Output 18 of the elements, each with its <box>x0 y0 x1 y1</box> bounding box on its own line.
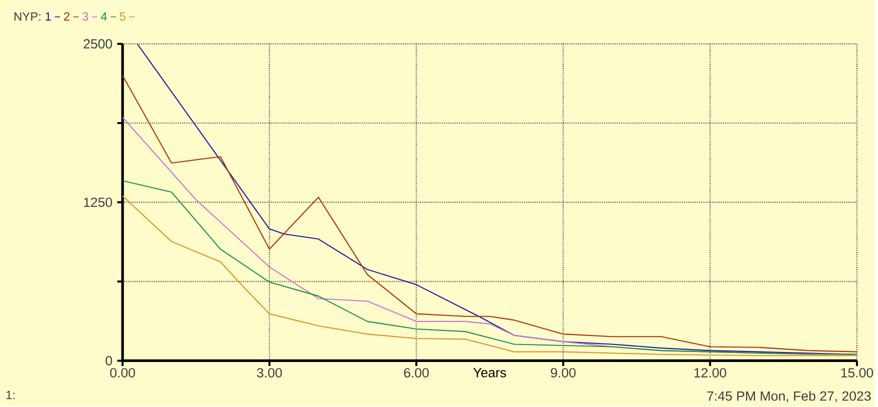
x-tick-label: 9.00 <box>550 368 576 378</box>
legend-label: 5 <box>120 12 126 21</box>
x-tick-label: 12.00 <box>694 368 726 378</box>
x-tick-label: 0.00 <box>110 368 135 378</box>
legend-label: 3 <box>82 12 88 21</box>
y-tick-label: 2500 <box>84 39 112 49</box>
legend-label: 4 <box>100 12 107 21</box>
text: 7:45 PM Mon, Feb 27, 2023 <box>707 391 871 403</box>
legend-label: 1 <box>46 12 51 21</box>
y-tick-label: 1250 <box>84 198 112 208</box>
legend-title: NYP: <box>14 12 40 21</box>
y-tick-label: 0 <box>106 356 112 366</box>
x-tick-label: 6.00 <box>404 368 429 378</box>
x-tick-label: 3.00 <box>257 368 282 378</box>
legend-label: 2 <box>64 12 70 21</box>
text: 1: <box>6 391 14 400</box>
x-axis-title: Years <box>473 368 506 378</box>
x-tick-label: 15.00 <box>841 368 874 378</box>
